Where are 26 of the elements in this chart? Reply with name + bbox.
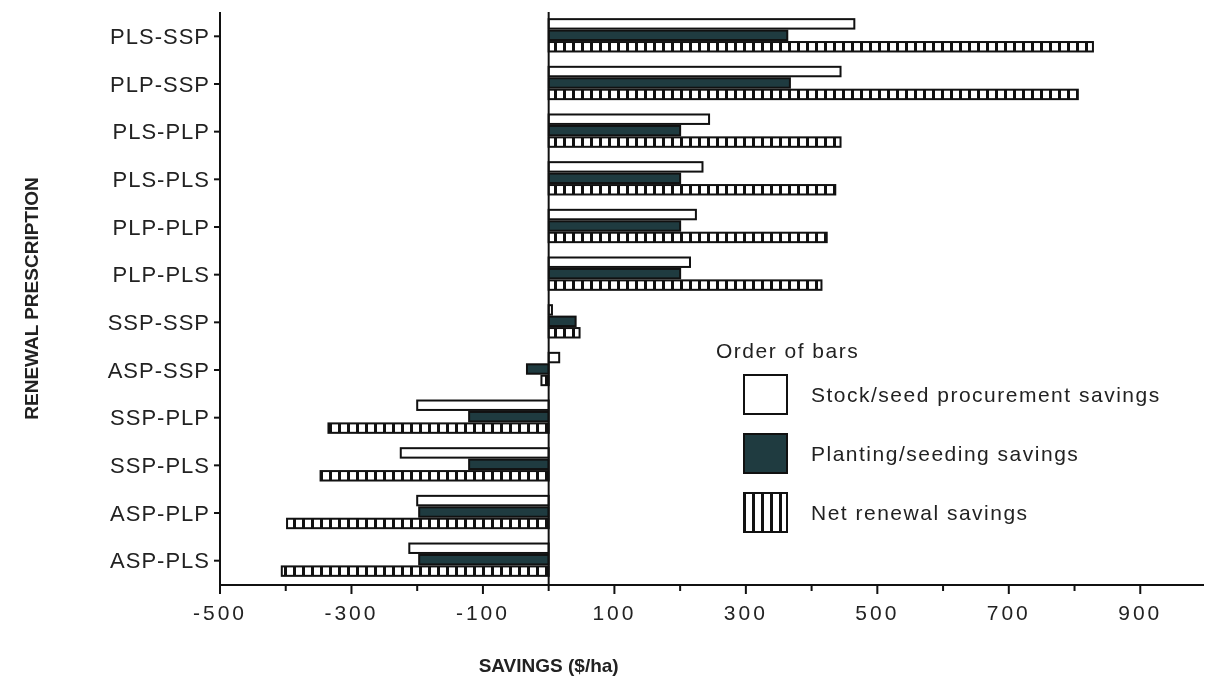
- y-tick-label: SSP-SSP: [107, 310, 210, 336]
- x-tick-label: 500: [855, 601, 900, 624]
- y-tick-label: ASP-PLS: [110, 548, 210, 574]
- y-tick-label: PLP-PLP: [112, 214, 210, 240]
- y-tick-label: SSP-PLP: [110, 405, 210, 431]
- x-axis-title: SAVINGS ($/ha): [478, 655, 619, 676]
- x-tick-label: 300: [723, 601, 768, 624]
- y-tick-label: PLS-PLP: [112, 119, 210, 145]
- y-tick-label: PLP-SSP: [110, 71, 210, 97]
- y-tick-label: SSP-PLS: [110, 453, 210, 479]
- y-tick-label: ASP-SSP: [107, 357, 210, 383]
- y-tick-label: ASP-PLP: [110, 500, 210, 526]
- legend-label: Planting/seeding savings: [811, 442, 1080, 466]
- legend-title: Order of bars: [716, 339, 860, 362]
- x-tick-label: 100: [592, 601, 637, 624]
- x-tick-label: 700: [986, 601, 1031, 624]
- x-tick-label: -500: [192, 601, 248, 624]
- y-axis-title: RENEWAL PRESCRIPTION: [21, 177, 42, 420]
- x-tick-label: -300: [324, 601, 379, 624]
- y-tick-label: PLP-PLS: [112, 262, 210, 288]
- legend-label: Stock/seed procurement savings: [811, 383, 1161, 407]
- x-tick-label: 900: [1118, 601, 1163, 624]
- y-tick-label: PLS-SSP: [110, 24, 210, 50]
- legend-label: Net renewal savings: [811, 501, 1029, 525]
- x-tick-label: -100: [455, 601, 510, 624]
- y-tick-label: PLS-PLS: [112, 167, 210, 193]
